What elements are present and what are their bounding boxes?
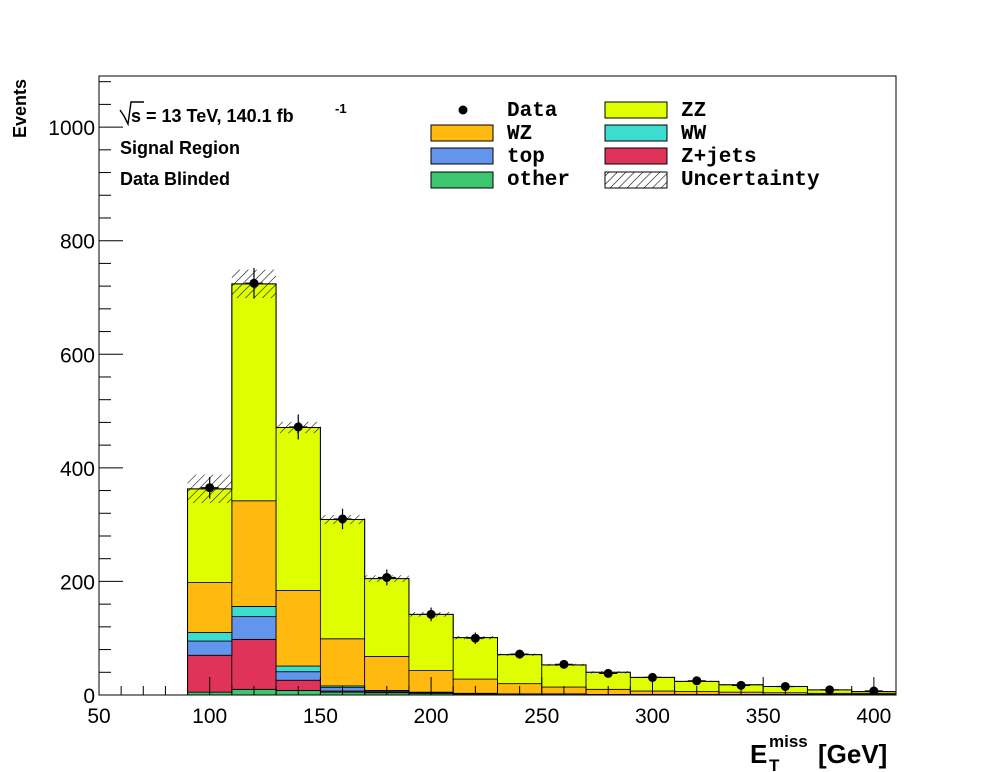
stacked-bars [187,283,897,696]
bar-wz-2 [275,590,321,667]
legend-label-uncertainty: Uncertainty [681,169,820,192]
legend-label-wz: WZ [507,123,532,146]
blinded-label: Data Blinded [120,169,230,189]
legend-marker-data [458,105,468,115]
data-point-1 [249,278,259,288]
lumi-exponent: -1 [335,101,347,116]
y-tick-label-0: 0 [83,685,95,708]
legend-swatch-wz [430,124,494,142]
region-label: Signal Region [120,138,240,158]
x-axis-label-sup: miss [769,732,808,751]
x-tick-label-100: 100 [192,705,227,728]
bar-zz-1 [231,283,277,502]
data-point-5 [426,609,436,619]
x-axis-label-main: E [750,739,767,769]
legend-label-zjets: Z+jets [681,146,757,169]
x-tick-label-200: 200 [414,705,449,728]
plot-annotations: s = 13 TeV, 140.1 fb -1 Signal Region Da… [119,101,347,189]
data-point-6 [470,633,480,643]
bar-ww-2 [275,665,321,673]
bar-zz-4 [364,578,410,657]
x-tick-label-50: 50 [87,705,110,728]
y-tick-label-600: 600 [60,344,95,367]
data-point-11 [692,676,702,686]
legend: Data ZZ WZ WW top Z+jets other Uncertain… [430,100,820,192]
legend-swatch-zjets [604,147,668,165]
bar-zz-5 [408,613,454,671]
bar-wz-4 [364,655,410,691]
x-axis-label-sub: T [769,756,780,772]
x-tick-label-250: 250 [524,705,559,728]
bar-top-1 [231,616,277,640]
bar-wz-3 [319,638,366,687]
bar-zz-3 [319,519,366,640]
data-point-2 [293,422,303,432]
x-axis-label-unit: [GeV] [818,739,887,769]
bar-top-2 [275,671,321,681]
sqrt-symbol [119,101,144,127]
legend-swatch-zz [604,101,668,119]
bar-wz-1 [231,500,277,607]
bar-ww-0 [187,632,233,642]
data-point-3 [338,514,348,524]
data-point-7 [515,649,525,659]
legend-label-ww: WW [681,123,707,146]
data-point-0 [205,483,215,493]
bar-top-0 [187,640,233,656]
data-point-12 [736,680,746,690]
x-tick-label-400: 400 [856,705,891,728]
y-tick-label-800: 800 [60,231,95,254]
bar-zz-7 [497,654,543,685]
bar-z-jets-1 [231,638,277,690]
axes: 50 100 150 200 250 300 350 400 0 200 400 600 800 1000 [48,81,897,728]
x-tick-label-300: 300 [635,705,670,728]
bar-zz-2 [275,427,321,591]
legend-swatch-other [430,171,494,189]
legend-label-zz: ZZ [681,100,706,123]
data-point-8 [559,659,569,669]
x-tick-label-350: 350 [746,705,781,728]
legend-label-other: other [507,169,570,192]
y-tick-label-400: 400 [60,458,95,481]
data-point-9 [603,668,613,678]
data-point-4 [382,572,392,582]
legend-label-top: top [507,146,545,169]
legend-swatch-ww [604,124,668,142]
legend-label-data: Data [507,100,558,123]
data-points [200,267,883,696]
energy-lumi-text: = 13 TeV, 140.1 fb [146,106,294,126]
x-tick-label-150: 150 [303,705,338,728]
legend-swatch-top [430,147,494,165]
bar-wz-0 [187,582,233,633]
y-tick-label-1000: 1000 [48,117,95,140]
legend-swatch-uncertainty [604,171,668,189]
y-axis-label: Events [10,79,30,138]
y-tick-label-200: 200 [60,571,95,594]
bar-ww-1 [231,606,277,618]
x-axis-label: E miss T [GeV] [750,732,887,772]
sqrt-s-text: s [131,106,141,126]
